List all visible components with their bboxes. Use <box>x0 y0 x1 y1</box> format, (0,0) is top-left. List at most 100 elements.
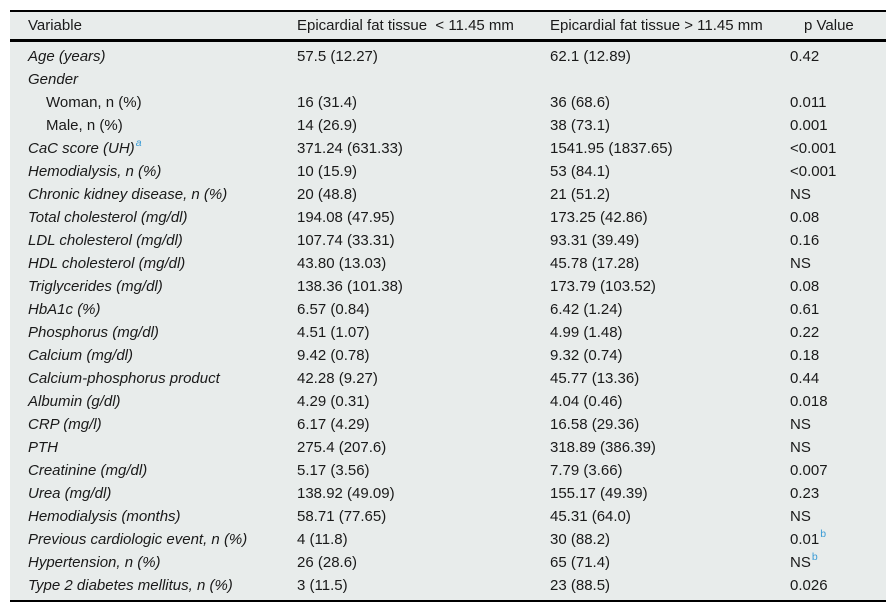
group1-cell <box>297 68 550 91</box>
column-header-group-above-cutoff: Epicardial fat tissue > 11.45 mm <box>550 11 790 42</box>
table-row: Albumin (g/dl) 4.29 (0.31) 4.04 (0.46) 0.01… <box>10 390 886 413</box>
variable-cell: Phosphorus (mg/dl) <box>28 323 159 341</box>
pvalue-cell: 0.42 <box>790 47 820 65</box>
variable-cell: Urea (mg/dl) <box>28 484 112 502</box>
group1-cell: 6.17 (4.29) <box>297 415 370 433</box>
group2-cell: 16.58 (29.36) <box>550 415 640 433</box>
variable-cell: Hemodialysis, n (%) <box>28 162 162 180</box>
pvalue-cell: 0.16 <box>790 231 820 249</box>
group2-cell <box>550 68 790 91</box>
group2-cell: 173.79 (103.52) <box>550 277 656 295</box>
group2-cell: 45.31 (64.0) <box>550 507 631 525</box>
group1-cell: 138.92 (49.09) <box>297 484 395 502</box>
pvalue-cell: NSb <box>790 550 818 571</box>
column-header-variable: Variable <box>10 11 297 42</box>
pvalue-cell: 0.61 <box>790 300 820 318</box>
variable-cell: CRP (mg/l) <box>28 415 102 433</box>
pvalue-cell: 0.001 <box>790 116 828 134</box>
variable-cell: HDL cholesterol (mg/dl) <box>28 254 186 272</box>
variable-cell: Triglycerides (mg/dl) <box>28 277 163 295</box>
variable-cell: Calcium-phosphorus product <box>28 369 220 387</box>
table-row: Total cholesterol (mg/dl) 194.08 (47.95) 1… <box>10 206 886 229</box>
table-body: Age (years) 57.5 (12.27) 62.1 (12.89) 0.42 G… <box>10 40 886 601</box>
group2-cell: 36 (68.6) <box>550 93 611 111</box>
group2-cell: 45.77 (13.36) <box>550 369 640 387</box>
group2-cell: 173.25 (42.86) <box>550 208 648 226</box>
group1-cell: 16 (31.4) <box>297 93 358 111</box>
variable-cell: Chronic kidney disease, n (%) <box>28 185 228 203</box>
group2-cell: 93.31 (39.49) <box>550 231 640 249</box>
table-header: Variable Epicardial fat tissue < 11.45 m… <box>10 11 886 42</box>
variable-cell: Calcium (mg/dl) <box>28 346 134 364</box>
table-row: Phosphorus (mg/dl) 4.51 (1.07) 4.99 (1.48)… <box>10 321 886 344</box>
variable-cell: Male, n (%) <box>46 116 123 134</box>
group1-cell: 4.51 (1.07) <box>297 323 370 341</box>
group2-cell: 155.17 (49.39) <box>550 484 648 502</box>
group2-cell: 45.78 (17.28) <box>550 254 640 272</box>
column-header-group-below-cutoff: Epicardial fat tissue < 11.45 mm <box>297 11 550 42</box>
variable-cell: Type 2 diabetes mellitus, n (%) <box>28 576 233 594</box>
table-row: PTH 275.4 (207.6) 318.89 (386.39) NS <box>10 436 886 459</box>
footnote-marker-b: b <box>811 550 818 563</box>
table-row: Calcium-phosphorus product 42.28 (9.27) 45… <box>10 367 886 390</box>
table-row: Creatinine (mg/dl) 5.17 (3.56) 7.79 (3.66)… <box>10 459 886 482</box>
group2-cell: 9.32 (0.74) <box>550 346 623 364</box>
comparison-table: Variable Epicardial fat tissue < 11.45 m… <box>10 10 886 602</box>
group1-cell: 26 (28.6) <box>297 553 358 571</box>
group2-cell: 7.79 (3.66) <box>550 461 623 479</box>
pvalue-cell: NS <box>790 185 811 203</box>
variable-cell: Hypertension, n (%) <box>28 553 161 571</box>
group1-cell: 4 (11.8) <box>297 530 348 548</box>
group1-cell: 5.17 (3.56) <box>297 461 370 479</box>
pvalue-cell: 0.08 <box>790 208 820 226</box>
group1-cell: 138.36 (101.38) <box>297 277 403 295</box>
group1-cell: 43.80 (13.03) <box>297 254 387 272</box>
group1-cell: 275.4 (207.6) <box>297 438 387 456</box>
group1-cell: 6.57 (0.84) <box>297 300 370 318</box>
group1-cell: 14 (26.9) <box>297 116 358 134</box>
table-row: Hemodialysis, n (%) 10 (15.9) 53 (84.1) <0.… <box>10 160 886 183</box>
table-row: Urea (mg/dl) 138.92 (49.09) 155.17 (49.39)… <box>10 482 886 505</box>
variable-cell: Creatinine (mg/dl) <box>28 461 148 479</box>
variable-cell: PTH <box>28 438 58 456</box>
pvalue-cell: 0.007 <box>790 461 828 479</box>
pvalue-cell: 0.018 <box>790 392 828 410</box>
table-row: Calcium (mg/dl) 9.42 (0.78) 9.32 (0.74) 0.1… <box>10 344 886 367</box>
group2-cell: 53 (84.1) <box>550 162 611 180</box>
variable-cell: Gender <box>28 70 79 88</box>
variable-cell: LDL cholesterol (mg/dl) <box>28 231 183 249</box>
group2-cell: 4.99 (1.48) <box>550 323 623 341</box>
pvalue-cell: 0.01b <box>790 527 827 548</box>
pvalue-cell: 0.44 <box>790 369 820 387</box>
group2-cell: 1541.95 (1837.65) <box>550 139 673 157</box>
group1-cell: 194.08 (47.95) <box>297 208 395 226</box>
table-row: CaC score (UH)a 371.24 (631.33) 1541.95 (1… <box>10 137 886 160</box>
pvalue-cell <box>790 68 886 91</box>
group1-cell: 20 (48.8) <box>297 185 358 203</box>
table-row: Age (years) 57.5 (12.27) 62.1 (12.89) 0.42 <box>10 40 886 68</box>
footnote-marker-a: a <box>135 136 142 149</box>
pvalue-cell: NS <box>790 254 811 272</box>
pvalue-cell: 0.23 <box>790 484 820 502</box>
table-row: HbA1c (%) 6.57 (0.84) 6.42 (1.24) 0.61 <box>10 298 886 321</box>
table-row: Chronic kidney disease, n (%) 20 (48.8) 21… <box>10 183 886 206</box>
variable-cell: Woman, n (%) <box>46 93 142 111</box>
group1-cell: 107.74 (33.31) <box>297 231 395 249</box>
group1-cell: 58.71 (77.65) <box>297 507 387 525</box>
group2-cell: 6.42 (1.24) <box>550 300 623 318</box>
pvalue-cell: 0.011 <box>790 93 827 111</box>
table-row: Woman, n (%) 16 (31.4) 36 (68.6) 0.011 <box>10 91 886 114</box>
variable-cell: HbA1c (%) <box>28 300 101 318</box>
variable-cell: Age (years) <box>28 47 106 65</box>
variable-cell: Albumin (g/dl) <box>28 392 121 410</box>
table-row: Hemodialysis (months) 58.71 (77.65) 45.31 … <box>10 505 886 528</box>
variable-cell: Total cholesterol (mg/dl) <box>28 208 188 226</box>
table-row: LDL cholesterol (mg/dl) 107.74 (33.31) 93.… <box>10 229 886 252</box>
group2-cell: 62.1 (12.89) <box>550 47 631 65</box>
group1-cell: 3 (11.5) <box>297 576 348 594</box>
footnote-marker-b: b <box>820 527 827 540</box>
group1-cell: 42.28 (9.27) <box>297 369 378 387</box>
baseline-characteristics-table: Variable Epicardial fat tissue < 11.45 m… <box>10 10 886 602</box>
group2-cell: 21 (51.2) <box>550 185 611 203</box>
group1-cell: 371.24 (631.33) <box>297 139 403 157</box>
